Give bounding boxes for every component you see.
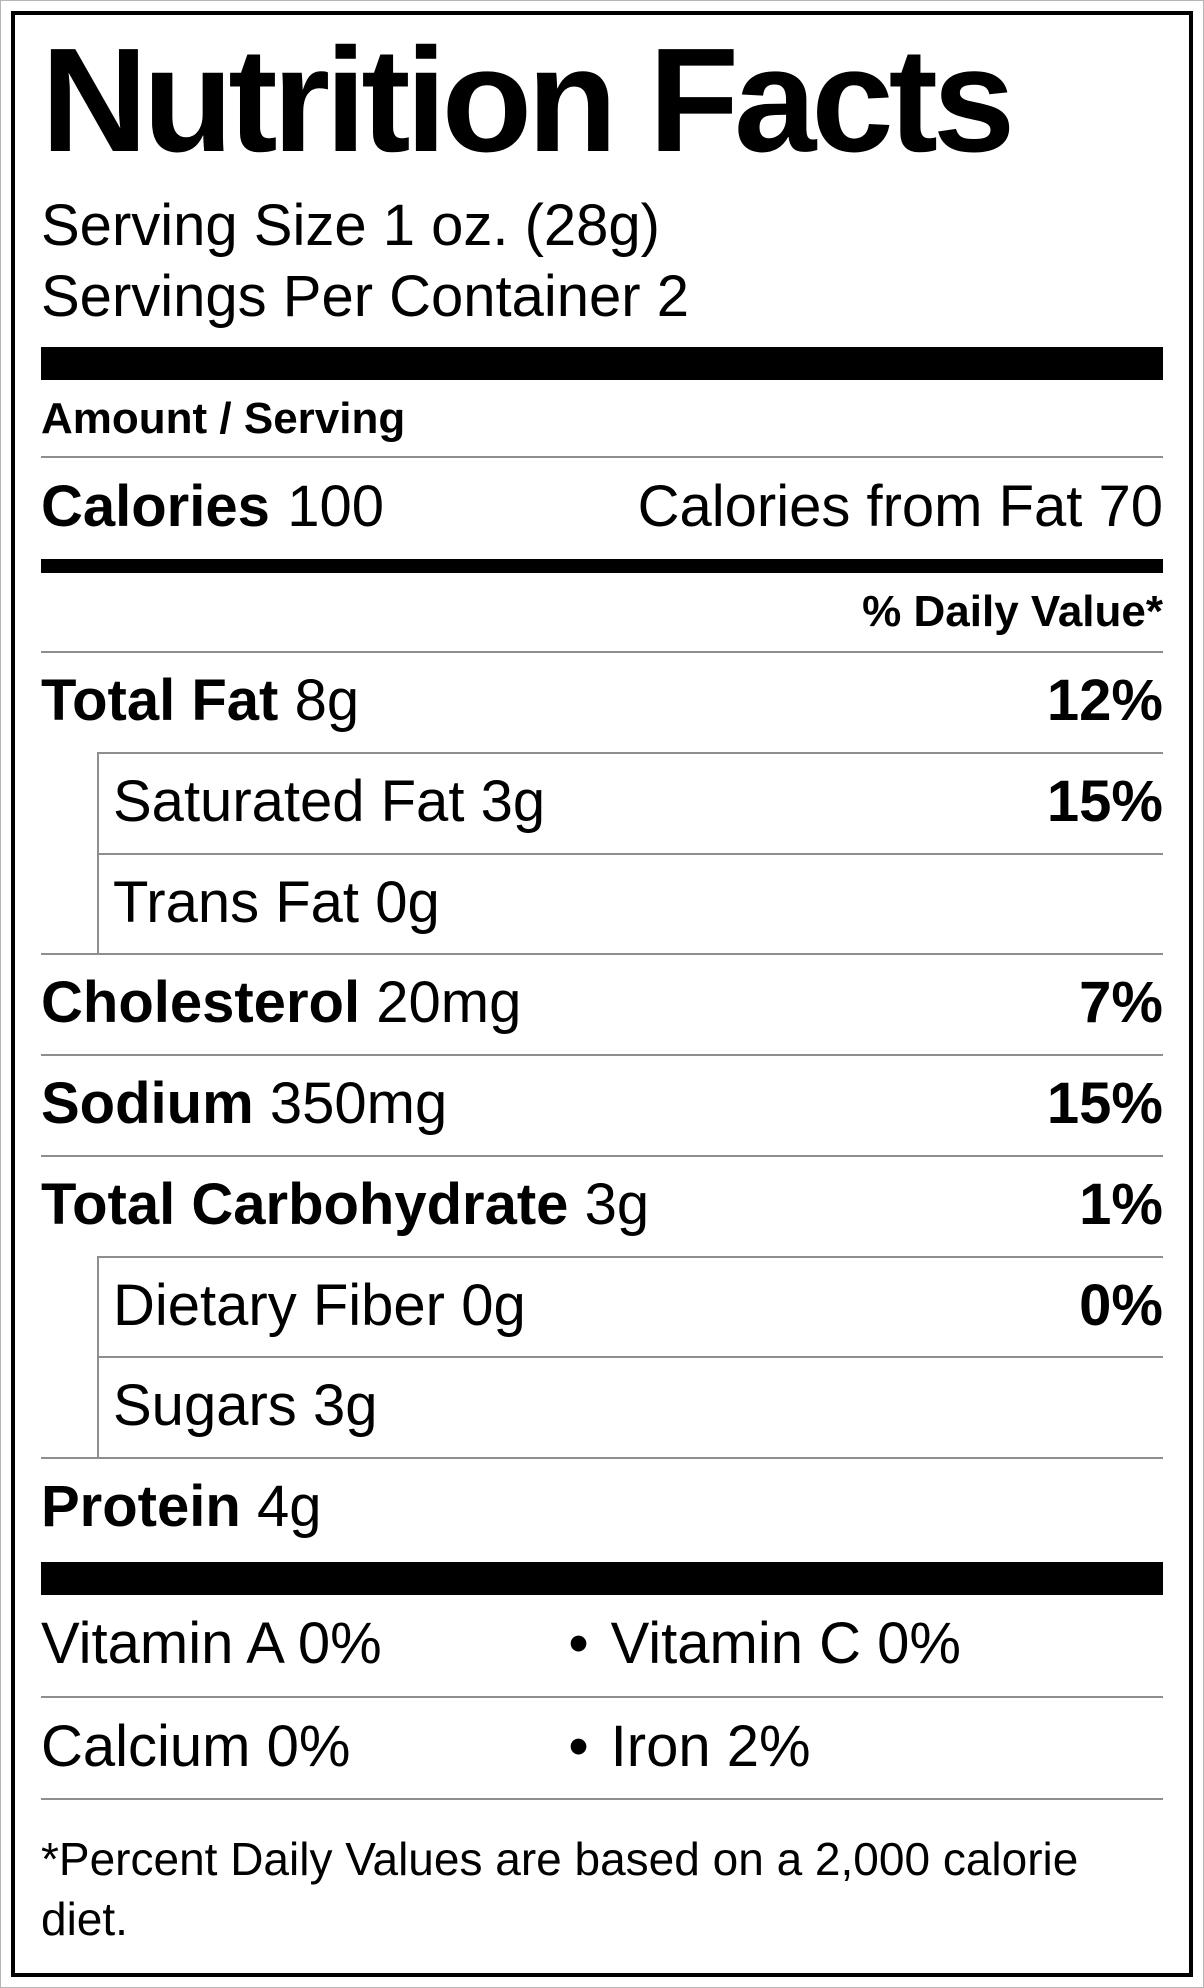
calcium-value: Calcium 0% bbox=[41, 1713, 351, 1779]
row-protein: Protein 4g bbox=[41, 1457, 1163, 1558]
daily-value-header: % Daily Value* bbox=[862, 587, 1163, 637]
row-sugars: Sugars 3g bbox=[99, 1356, 1163, 1457]
fat-subgroup: Saturated Fat 3g 15% Trans Fat 0g bbox=[97, 751, 1163, 954]
calories-row: Calories 100 Calories from Fat 70 bbox=[41, 455, 1163, 558]
nutrient-text: Saturated Fat 3g bbox=[113, 767, 545, 838]
row-sodium: Sodium 350mg 15% bbox=[41, 1054, 1163, 1155]
serving-size-line: Serving Size 1 oz. (28g) bbox=[41, 193, 660, 258]
calories-from-fat: Calories from Fat 70 bbox=[637, 473, 1163, 539]
footnote-text: *Percent Daily Values are based on a 2,0… bbox=[41, 1833, 1079, 1946]
nutrient-amount: 350mg bbox=[269, 1071, 448, 1137]
row-dietary-fiber: Dietary Fiber 0g 0% bbox=[99, 1255, 1163, 1357]
nutrient-name: Sugars bbox=[113, 1373, 297, 1439]
row-cholesterol: Cholesterol 20mg 7% bbox=[41, 953, 1163, 1054]
row-saturated-fat: Saturated Fat 3g 15% bbox=[99, 751, 1163, 853]
bullet-separator: • bbox=[568, 1610, 589, 1676]
nutrient-text: Total Carbohydrate 3g bbox=[41, 1170, 649, 1241]
thick-divider-top bbox=[41, 346, 1163, 380]
calories-value: 100 bbox=[287, 473, 385, 539]
daily-value-percent: 15% bbox=[1046, 1071, 1163, 1137]
nutrient-amount: 0g bbox=[375, 869, 440, 935]
row-total-carbohydrate: Total Carbohydrate 3g 1% bbox=[41, 1154, 1163, 1256]
daily-value-percent: 12% bbox=[1046, 668, 1163, 734]
nutrient-text: Protein 4g bbox=[41, 1472, 322, 1543]
calories-left: Calories 100 bbox=[41, 472, 384, 542]
nutrient-text: Dietary Fiber 0g bbox=[113, 1271, 526, 1342]
micronutrient-right-cell: • Iron 2% bbox=[568, 1712, 1163, 1783]
nutrient-amount: 3g bbox=[480, 768, 546, 834]
nutrient-amount: 0g bbox=[461, 1272, 526, 1338]
nutrient-text: Trans Fat 0g bbox=[113, 868, 440, 939]
nutrition-facts-label: Nutrition Facts Serving Size 1 oz. (28g)… bbox=[11, 11, 1193, 1977]
nutrient-text: Cholesterol 20mg bbox=[41, 968, 521, 1039]
nutrient-amount: 8g bbox=[294, 668, 360, 734]
nutrient-text: Sugars 3g bbox=[113, 1371, 378, 1442]
row-trans-fat: Trans Fat 0g bbox=[99, 852, 1163, 954]
micronutrient-right-cell: • Vitamin C 0% bbox=[568, 1609, 1163, 1680]
nutrient-text: Sodium 350mg bbox=[41, 1069, 447, 1140]
micronutrient-row-1: Vitamin A 0% • Vitamin C 0% bbox=[41, 1595, 1163, 1698]
daily-value-percent: 7% bbox=[1079, 970, 1163, 1036]
nutrient-name: Total Carbohydrate bbox=[41, 1171, 569, 1237]
calories-label: Calories bbox=[41, 473, 270, 539]
nutrient-name: Sodium bbox=[41, 1071, 254, 1137]
daily-value-percent: 0% bbox=[1079, 1272, 1163, 1338]
nutrient-name: Total Fat bbox=[41, 668, 279, 734]
row-total-fat: Total Fat 8g 12% bbox=[41, 651, 1163, 752]
daily-value-percent: 1% bbox=[1079, 1171, 1163, 1237]
nutrient-amount: 4g bbox=[257, 1474, 322, 1540]
nutrient-name: Saturated Fat bbox=[113, 768, 465, 834]
iron-value: Iron 2% bbox=[610, 1713, 811, 1779]
nutrient-name: Dietary Fiber bbox=[113, 1272, 445, 1338]
micronutrient-row-2: Calcium 0% • Iron 2% bbox=[41, 1698, 1163, 1801]
vitamin-c-value: Vitamin C 0% bbox=[610, 1610, 961, 1676]
label-title: Nutrition Facts bbox=[41, 18, 1015, 183]
nutrient-amount: 3g bbox=[313, 1373, 378, 1439]
servings-per-container-line: Servings Per Container 2 bbox=[41, 263, 689, 329]
nutrient-name: Cholesterol bbox=[41, 970, 361, 1036]
daily-value-percent: 15% bbox=[1046, 768, 1163, 834]
nutrient-text: Total Fat 8g bbox=[41, 666, 359, 737]
nutrient-rows: Total Fat 8g 12% Saturated Fat 3g 15% Tran… bbox=[41, 651, 1163, 1558]
carbohydrate-subgroup: Dietary Fiber 0g 0% Sugars 3g bbox=[97, 1255, 1163, 1458]
nutrient-amount: 3g bbox=[584, 1171, 650, 1237]
bullet-separator: • bbox=[568, 1713, 589, 1779]
thick-divider-bottom bbox=[41, 1561, 1163, 1595]
nutrient-name: Protein bbox=[41, 1474, 241, 1540]
amount-per-serving-header: Amount / Serving bbox=[41, 393, 406, 443]
medium-divider bbox=[41, 559, 1163, 574]
vitamin-a-value: Vitamin A 0% bbox=[41, 1610, 382, 1676]
nutrient-name: Trans Fat bbox=[113, 869, 360, 935]
nutrient-amount: 20mg bbox=[376, 970, 522, 1036]
